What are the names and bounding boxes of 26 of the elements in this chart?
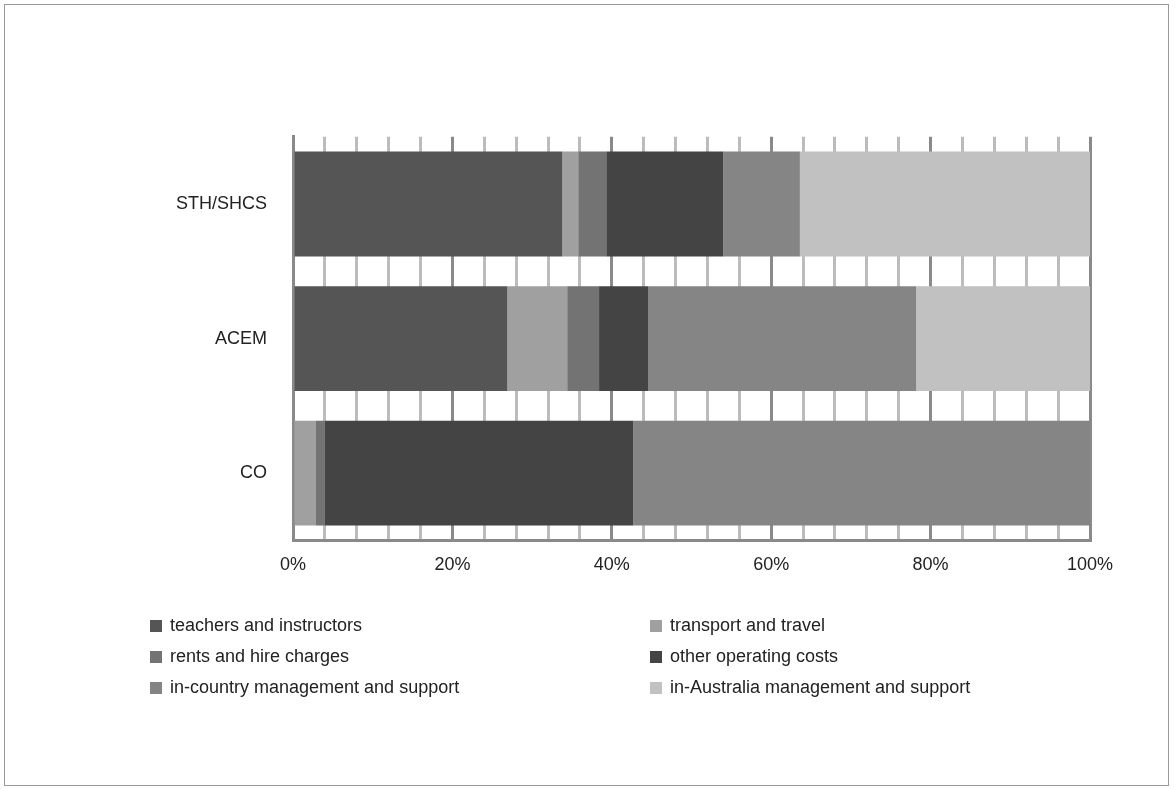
bar [567,286,600,392]
bar [606,151,724,257]
legend-label: rents and hire charges [170,646,350,667]
bar [294,286,508,392]
legend-label: in-Australia management and support [670,677,971,698]
x-tick-label: 40% [593,554,630,575]
bar [294,151,563,257]
x-tick-label: 60% [753,554,790,575]
legend-label: other operating costs [670,646,839,667]
legend-label: in-country management and support [170,677,460,698]
bar [294,420,316,526]
bar [507,286,568,392]
bar [324,420,634,526]
x-tick-label: 100% [1066,554,1114,575]
bar [599,286,649,392]
legend-label: teachers and instructors [170,615,363,636]
y-tick-label: ACEM [215,327,268,348]
x-tick-label: 0% [280,554,307,575]
y-tick-label: STH/SHCS [176,193,268,214]
legend-label: transport and travel [670,615,826,636]
bar [578,151,607,257]
x-tick-label: 20% [434,554,471,575]
y-tick-label: CO [240,462,268,483]
bar [562,151,579,257]
bar [315,420,325,526]
x-tick-label: 80% [912,554,949,575]
